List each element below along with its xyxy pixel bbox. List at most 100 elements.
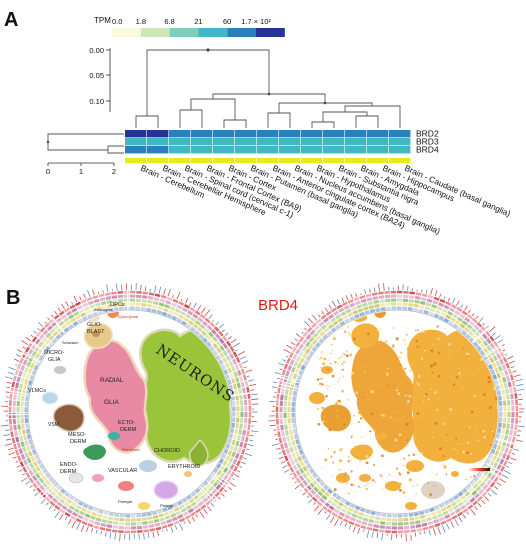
heatmap-cell <box>257 130 279 138</box>
heatmap-cell <box>367 130 389 138</box>
microglia-label-2: GLIA <box>48 357 61 363</box>
platelet-label: Platelet <box>160 503 174 508</box>
glioblast-label: GLIO- <box>87 322 102 328</box>
legend-break-label: 1.7 × 10² <box>241 17 271 26</box>
radial-glia-cluster <box>83 339 149 454</box>
heatmap-cell <box>279 130 301 138</box>
opcs-label: OPCs <box>110 302 125 308</box>
heatmap-cell <box>235 146 257 154</box>
heatmap-cell <box>367 138 389 146</box>
gene-label: BRD3 <box>416 137 439 147</box>
row-dendrogram: 0 1 2 <box>46 133 124 176</box>
heatmap-cell <box>235 130 257 138</box>
heatmap-cell <box>389 138 411 146</box>
heatmap-cell <box>301 146 323 154</box>
tpm-legend-swatches <box>112 28 285 37</box>
heatmap-cell <box>323 130 345 138</box>
heatmap-cell <box>169 138 191 146</box>
column-dendrogram: 0.00 0.05 0.10 <box>89 46 401 128</box>
ectoderm-label: ECTO- <box>118 420 135 426</box>
expression-color-scale <box>468 468 490 471</box>
heatmap-cell <box>125 138 147 146</box>
heatmap-cell <box>191 146 213 154</box>
heatmap-cell <box>235 138 257 146</box>
legend-break-label: 21 <box>194 17 202 26</box>
vlmcs-label: VLMCs <box>28 388 46 394</box>
heatmap-cell <box>147 130 169 138</box>
heatmap-cell <box>345 146 367 154</box>
tissue-bar-cell <box>389 158 411 163</box>
tissue-bar-cell <box>301 158 323 163</box>
tpm-legend: TPM 0.0 1.8 6.8 21 60 1.7 × 10² <box>94 16 285 37</box>
erythroid-label: ERYTHROID <box>168 464 200 470</box>
ependymal-label: Ependymal <box>118 314 138 319</box>
tissue-bar-cell <box>235 158 257 163</box>
heatmap-cell <box>191 130 213 138</box>
heatmap-cell <box>125 130 147 138</box>
astrocytes-label: Astrocytes <box>94 307 113 312</box>
tissue-bar-cell <box>169 158 191 163</box>
heatmap-cell <box>191 138 213 146</box>
pericyte-label: Pericyte <box>118 499 133 504</box>
tissue-bar-cell <box>257 158 279 163</box>
heatmap-cell <box>301 138 323 146</box>
legend-break-label: 1.8 <box>136 17 146 26</box>
endoderm-label: ENDO- <box>60 462 78 468</box>
row-dendrogram-tick: 2 <box>112 167 116 176</box>
ectoderm-label-2: DERM <box>120 427 137 433</box>
tpm-legend-labels: 0.0 1.8 6.8 21 60 1.7 × 10² <box>112 17 271 26</box>
glioblast-label-2: BLAST <box>87 329 105 335</box>
legend-swatch <box>256 28 285 37</box>
column-dendrogram-tick: 0.05 <box>89 71 104 80</box>
row-dendrogram-tick: 1 <box>79 167 83 176</box>
heatmap-cell <box>169 130 191 138</box>
heatmap-cell <box>147 146 169 154</box>
heatmap-cell <box>257 146 279 154</box>
vsm-label: VSM <box>48 422 59 428</box>
gene-label: BRD4 <box>416 145 439 155</box>
legend-swatch <box>227 28 256 37</box>
tissue-bar-cell <box>345 158 367 163</box>
heatmap-cell <box>213 130 235 138</box>
tissue-color-bar <box>125 158 411 163</box>
heatmap-cell <box>345 138 367 146</box>
schwann-label: Schwann <box>62 340 78 345</box>
heatmap-cell <box>279 146 301 154</box>
tissue-bar-cell <box>323 158 345 163</box>
row-dendrogram-tick: 0 <box>46 167 50 176</box>
glia-label: GLIA <box>104 399 119 406</box>
heatmap-cell <box>279 138 301 146</box>
legend-swatch <box>169 28 199 37</box>
cell-atlas-circle-right <box>268 283 525 542</box>
legend-break-label: 60 <box>223 17 231 26</box>
column-dendrogram-tick: 0.10 <box>89 97 104 106</box>
glia-expression <box>351 340 415 453</box>
erythroid-low-expression <box>421 481 445 499</box>
heatmap-cell <box>213 146 235 154</box>
heatmap-cell <box>257 138 279 146</box>
heatmap-cell <box>323 138 345 146</box>
radial-glia-label: RADIAL <box>100 377 124 384</box>
circos-ring-right <box>268 283 525 542</box>
heatmap <box>125 130 411 154</box>
tpm-legend-title: TPM <box>94 16 111 25</box>
heatmap-cell <box>213 138 235 146</box>
tissue-bar-cell <box>213 158 235 163</box>
heatmap-cell <box>345 130 367 138</box>
legend-break-label: 0.0 <box>112 17 122 26</box>
legend-break-label: 6.8 <box>164 17 174 26</box>
heatmap-cell <box>125 146 147 154</box>
vascular-label: VASCULAR <box>108 468 137 474</box>
heatmap-cell <box>367 146 389 154</box>
tissue-bar-cell <box>191 158 213 163</box>
legend-swatch <box>112 28 141 37</box>
legend-swatch <box>140 28 170 37</box>
column-dendrogram-branches <box>135 49 401 128</box>
tissue-bar-cell <box>367 158 389 163</box>
gene-label-brd4: BRD4 <box>258 297 298 314</box>
panel-b-letter: B <box>6 287 20 309</box>
mesoderm-label-2: DERM <box>70 439 87 445</box>
heatmap-cell <box>169 146 191 154</box>
